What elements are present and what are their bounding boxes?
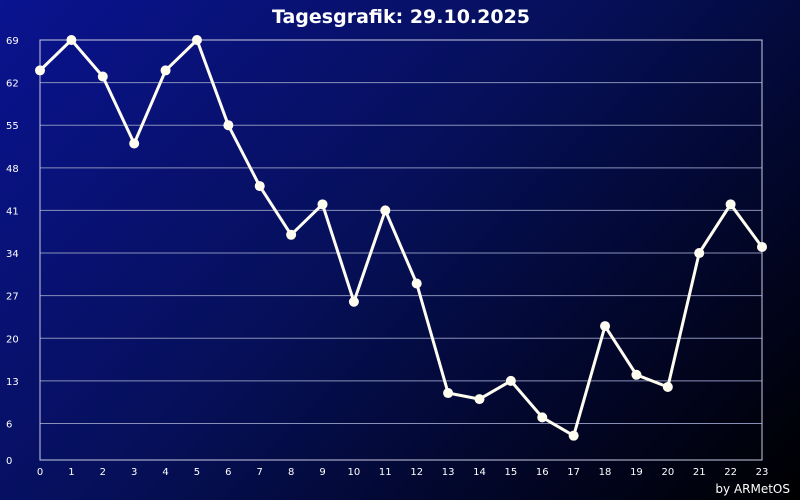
data-point	[160, 65, 171, 76]
x-tick-label: 18	[599, 467, 612, 478]
x-tick-label: 12	[410, 467, 423, 478]
data-point	[254, 181, 265, 192]
chart-title: Tagesgrafik: 29.10.2025	[272, 6, 530, 28]
x-tick-label: 19	[630, 467, 643, 478]
y-axis-ticks: 0 6 13 20 27 34 41 48 55 62 69	[6, 36, 19, 467]
x-axis-ticks: 0 1 2 3 4 5 6 7 8 9 10 11 12 13 14 15 16 17 18 19 20 21 22 23	[37, 467, 769, 478]
x-tick-label: 22	[724, 467, 737, 478]
x-tick-label: 23	[756, 467, 769, 478]
data-point	[537, 412, 548, 423]
data-point	[35, 65, 45, 76]
data-point	[505, 375, 516, 386]
x-tick-label: 8	[288, 467, 294, 478]
data-point	[568, 430, 579, 441]
data-point	[725, 199, 736, 210]
grid-lines	[40, 82, 762, 424]
data-point	[97, 71, 108, 82]
data-point	[223, 120, 234, 131]
x-tick-label: 0	[37, 467, 43, 478]
series-line	[38, 38, 764, 438]
x-tick-label: 13	[442, 467, 455, 478]
data-point	[317, 199, 328, 210]
data-point	[694, 248, 705, 259]
data-point	[129, 138, 140, 149]
x-tick-label: 14	[473, 467, 486, 478]
y-tick-label: 48	[6, 164, 19, 175]
y-tick-label: 6	[6, 419, 12, 430]
y-tick-label: 62	[6, 79, 19, 90]
y-tick-label: 69	[6, 36, 19, 47]
x-tick-label: 21	[693, 467, 706, 478]
x-tick-label: 5	[194, 467, 200, 478]
x-tick-label: 16	[536, 467, 549, 478]
data-point	[757, 241, 767, 252]
data-point	[348, 296, 359, 307]
data-point	[380, 205, 391, 216]
y-tick-label: 41	[6, 206, 19, 217]
x-tick-label: 2	[100, 467, 106, 478]
y-tick-label: 0	[6, 456, 12, 467]
data-point	[631, 369, 642, 380]
x-tick-label: 3	[131, 467, 137, 478]
x-tick-label: 20	[661, 467, 674, 478]
data-point	[286, 229, 297, 240]
data-point	[66, 35, 77, 45]
x-tick-label: 10	[348, 467, 361, 478]
data-point	[411, 278, 422, 289]
credit-label: by ARMetOS	[715, 482, 790, 496]
y-tick-label: 20	[6, 334, 19, 345]
x-tick-label: 6	[225, 467, 231, 478]
y-tick-label: 27	[6, 292, 19, 303]
x-tick-label: 7	[257, 467, 263, 478]
y-tick-label: 34	[6, 249, 19, 260]
data-point	[474, 394, 485, 405]
y-tick-label: 13	[6, 377, 19, 388]
x-tick-label: 4	[162, 467, 168, 478]
x-tick-label: 1	[68, 467, 74, 478]
data-point	[662, 381, 673, 392]
y-tick-label: 55	[6, 121, 19, 132]
data-points	[35, 35, 767, 441]
x-tick-label: 11	[379, 467, 392, 478]
data-point	[600, 321, 611, 332]
x-tick-label: 15	[505, 467, 518, 478]
x-tick-label: 9	[319, 467, 325, 478]
data-point	[191, 35, 202, 45]
x-tick-label: 17	[567, 467, 580, 478]
data-point	[443, 388, 454, 399]
